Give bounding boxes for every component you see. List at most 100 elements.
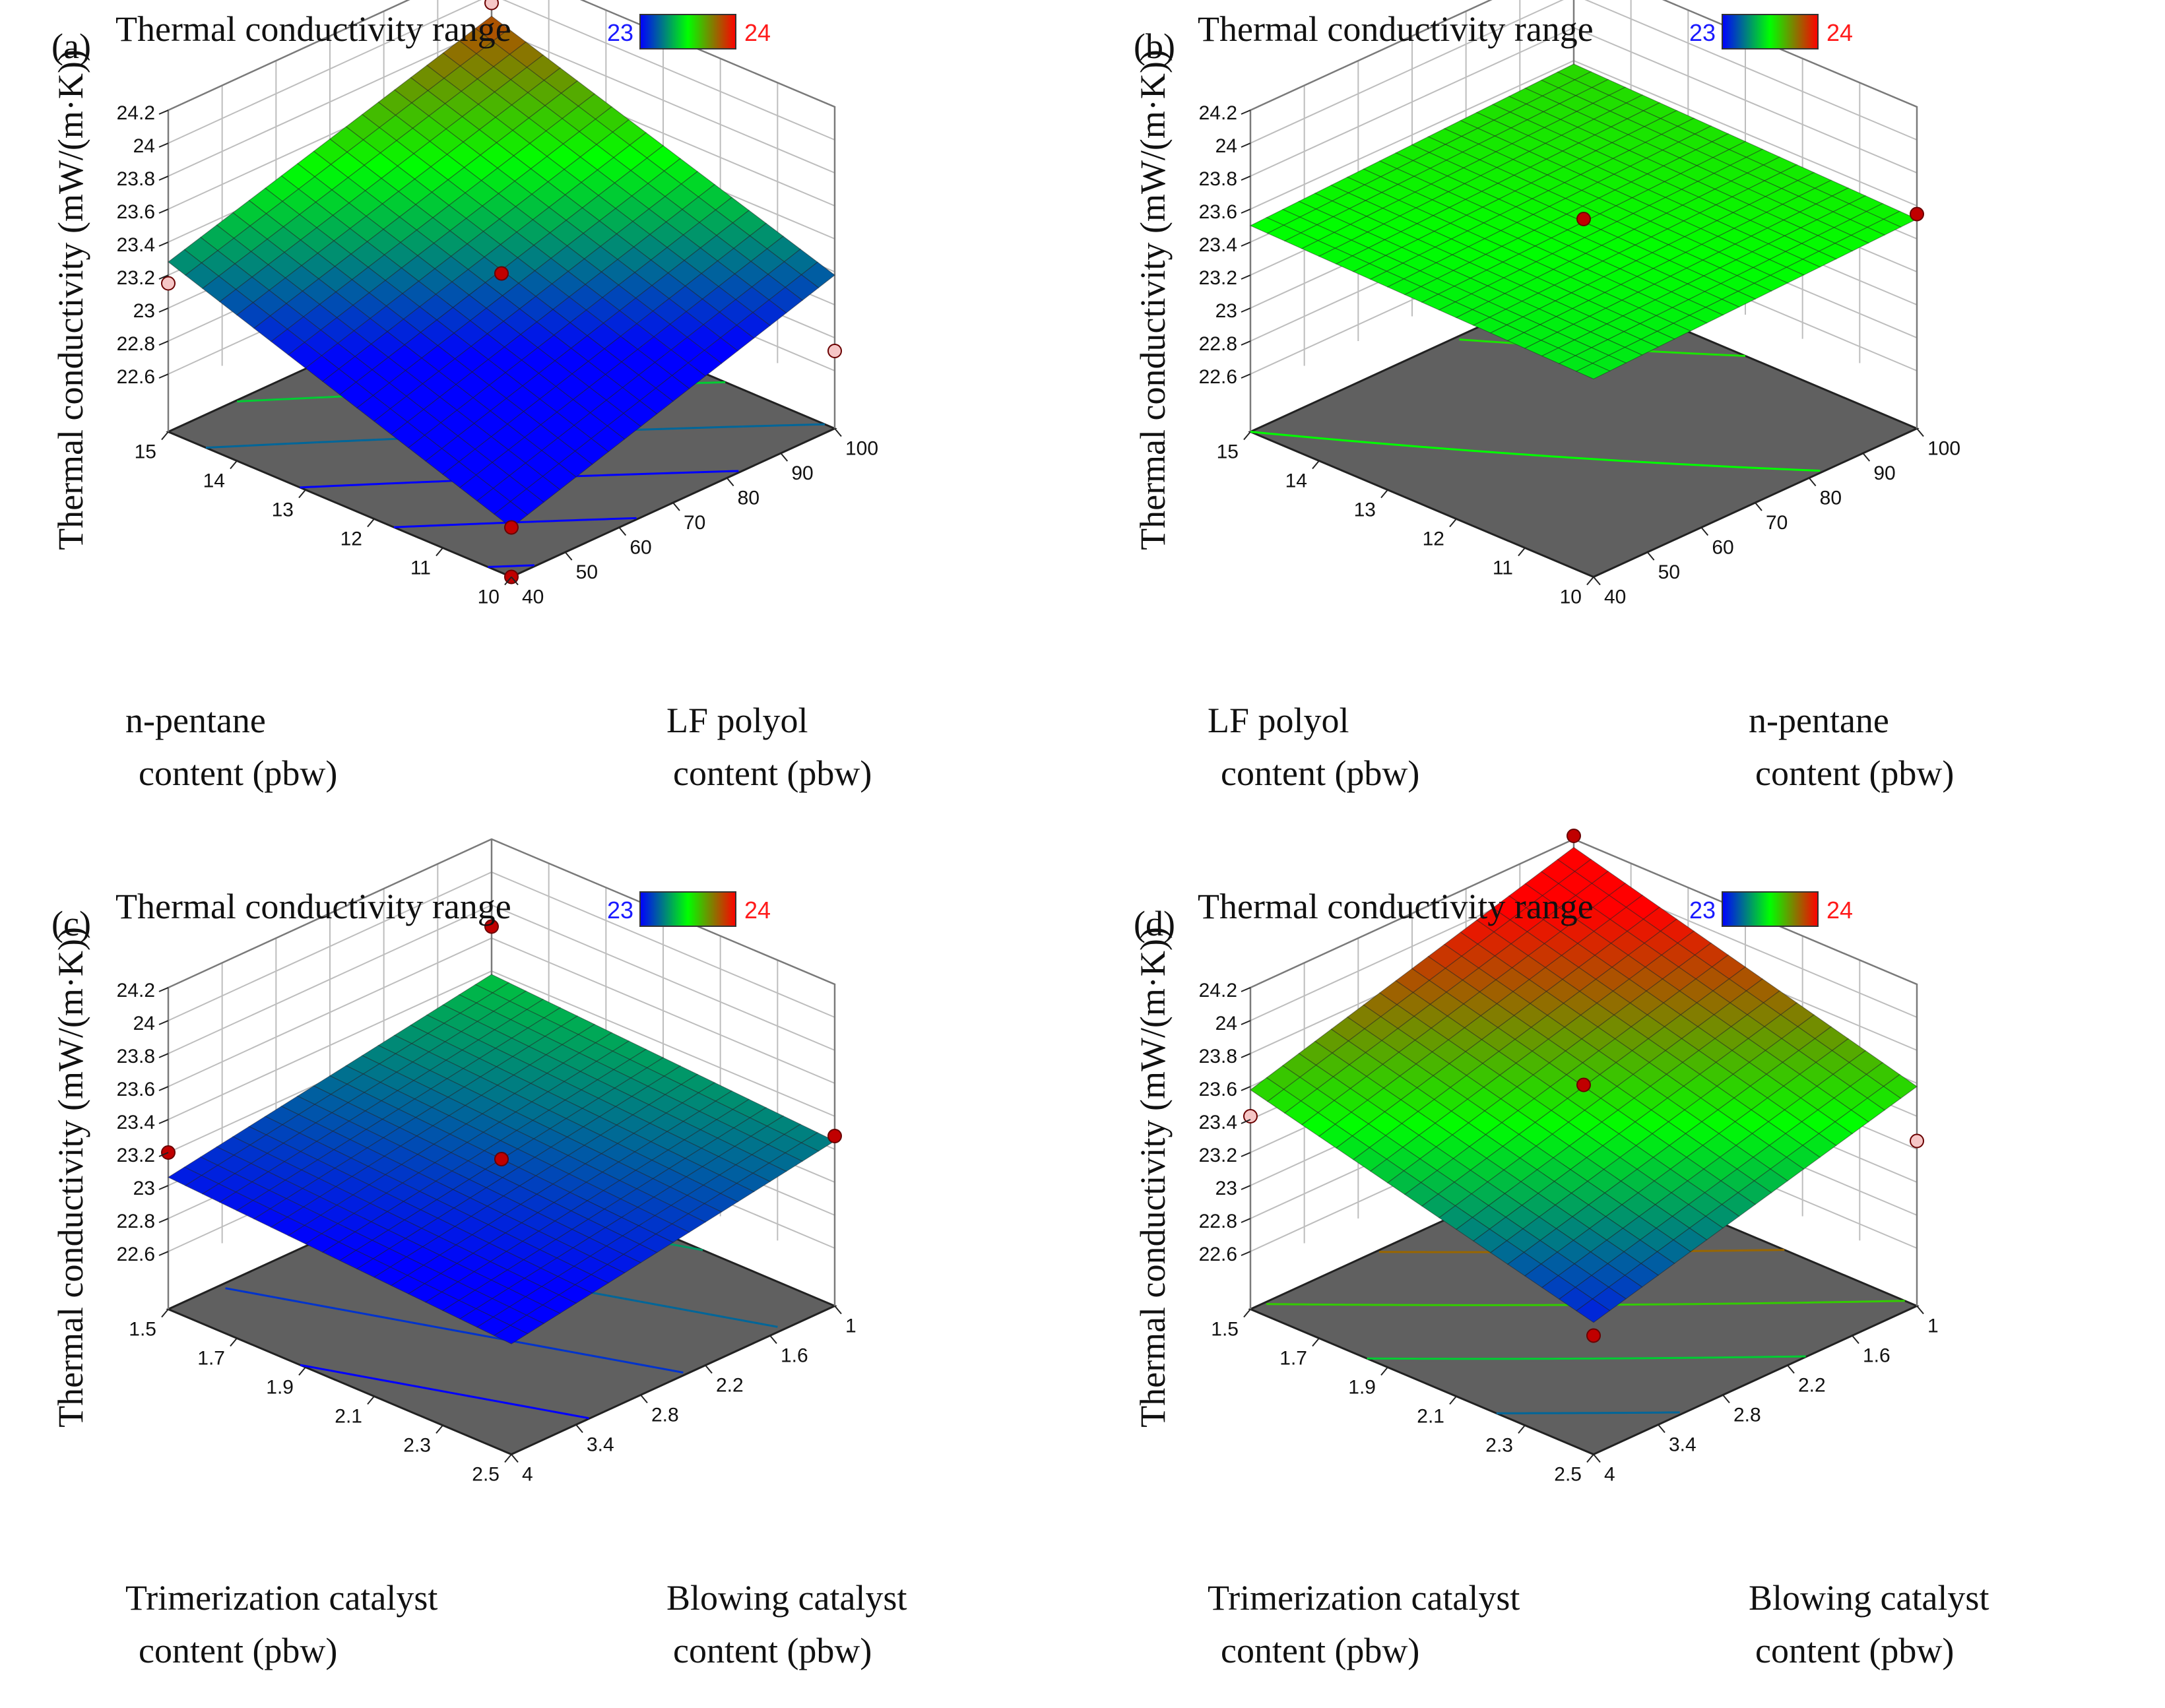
surface-cell: [1653, 275, 1689, 293]
surface-cell: [1681, 181, 1716, 198]
left-tick-mark: [436, 1424, 443, 1434]
surface-cell: [1348, 1052, 1384, 1077]
left-tick-mark: [1518, 547, 1526, 557]
surface-cell: [617, 246, 652, 273]
surface-cell: [1750, 1097, 1786, 1123]
surface-cell: [1572, 1228, 1608, 1253]
surface-cell: [509, 41, 544, 68]
surface-cell: [1651, 1121, 1687, 1147]
left-tick-label: 13: [1354, 499, 1376, 521]
surface-cell: [1487, 1169, 1522, 1195]
surface-cell: [527, 79, 562, 106]
right-tick-mark: [564, 552, 573, 561]
z-tick-label: 22.6: [1199, 366, 1237, 388]
surface-cell: [1475, 104, 1511, 121]
surface-cell: [1421, 1193, 1456, 1218]
surface-cell: [414, 166, 449, 193]
right-tick-mark: [511, 576, 519, 586]
surface-cell: [1698, 189, 1733, 206]
surface-cell: [1544, 135, 1580, 152]
surface-cell: [1352, 263, 1388, 280]
right-tick-mark: [834, 427, 842, 437]
colorbar-min-label: 23: [607, 19, 633, 46]
surface-cell: [1547, 1027, 1583, 1052]
surface-cell: [457, 423, 492, 450]
surface-cell: [1412, 152, 1448, 169]
surface-cell: [407, 1283, 443, 1303]
surface-cell: [459, 1308, 494, 1328]
surface-cell: [1745, 978, 1781, 1003]
surface-cell: [1677, 954, 1713, 980]
surface-cell: [1462, 143, 1497, 160]
surface-cell: [1418, 1122, 1454, 1148]
right-tick-label: 1.6: [781, 1345, 808, 1367]
surface-cell: [1702, 251, 1737, 269]
surface-cell: [539, 386, 574, 413]
surface-cell: [1487, 1193, 1523, 1218]
z-tick-mark: [1241, 987, 1251, 992]
surface-cell: [1700, 1109, 1736, 1135]
design-point: [1910, 206, 1924, 222]
surface-cell: [1547, 182, 1583, 199]
surface-cell: [1330, 1017, 1366, 1042]
surface-cell: [1380, 183, 1416, 201]
surface-cell: [1765, 1061, 1801, 1087]
right-tick-mark: [705, 1364, 713, 1374]
surface-cell: [1607, 1275, 1643, 1300]
surface-cell: [1750, 228, 1786, 245]
surface-cell: [1679, 149, 1714, 166]
right-axis-label-line: content (pbw): [1755, 1631, 1954, 1670]
surface-cell: [1350, 232, 1386, 249]
right-tick-label: 60: [1712, 537, 1733, 559]
surface-cell: [315, 189, 350, 216]
surface-cell: [1347, 184, 1383, 201]
left-tick-mark: [1380, 1366, 1388, 1376]
surface-cell: [1521, 1193, 1557, 1218]
surface-cell: [1348, 200, 1384, 217]
surface-cell: [356, 1258, 391, 1278]
left-tick-label: 12: [1423, 528, 1444, 550]
surface-cell: [1704, 299, 1740, 316]
surface-cell: [1512, 979, 1547, 1004]
surface-cell: [1418, 246, 1454, 264]
surface-cell: [1601, 1110, 1636, 1135]
chart-title: Thermal conductivity range: [115, 9, 511, 49]
surface-cell: [1721, 290, 1757, 308]
surface-cell: [1662, 157, 1698, 174]
surface-cell: [1444, 955, 1480, 981]
surface-cell: [448, 192, 483, 219]
surface-cell: [1780, 1002, 1815, 1028]
surface-cell: [1623, 1239, 1658, 1265]
surface-cell: [1561, 142, 1597, 160]
left-axis-label-line: content (pbw): [1221, 753, 1419, 793]
surface-cell: [1687, 291, 1723, 308]
surface-cell: [1384, 231, 1419, 248]
surface-cell: [1534, 237, 1570, 255]
surface-cell: [507, 437, 542, 464]
z-tick-label: 24: [1215, 135, 1237, 157]
surface-cell: [1591, 79, 1627, 96]
surface-cell: [587, 348, 622, 375]
z-tick-mark: [158, 208, 169, 214]
right-tick-mark: [672, 502, 680, 511]
colorbar: [1722, 14, 1819, 49]
surface-cell: [1535, 253, 1570, 270]
z-tick-mark: [158, 373, 169, 379]
surface-cell: [1630, 1014, 1665, 1040]
surface-cell: [501, 282, 536, 309]
left-axis-label-line: Trimerization catalyst: [125, 1578, 437, 1618]
surface-cell: [1656, 1239, 1692, 1264]
surface-cell: [553, 322, 588, 349]
surface-cell: [1513, 1003, 1549, 1028]
surface-cell: [461, 79, 496, 105]
surface-cell: [1752, 259, 1788, 276]
surface-cell: [500, 232, 534, 259]
z-tick-mark: [1241, 1218, 1251, 1223]
surface-cell: [1489, 1217, 1524, 1242]
surface-cell: [1540, 1251, 1576, 1277]
surface-cell: [1797, 172, 1832, 189]
z-tick-mark: [158, 1119, 169, 1124]
surface-cell: [406, 383, 441, 410]
surface-cell: [396, 127, 431, 154]
surface-cell: [1520, 1169, 1555, 1194]
